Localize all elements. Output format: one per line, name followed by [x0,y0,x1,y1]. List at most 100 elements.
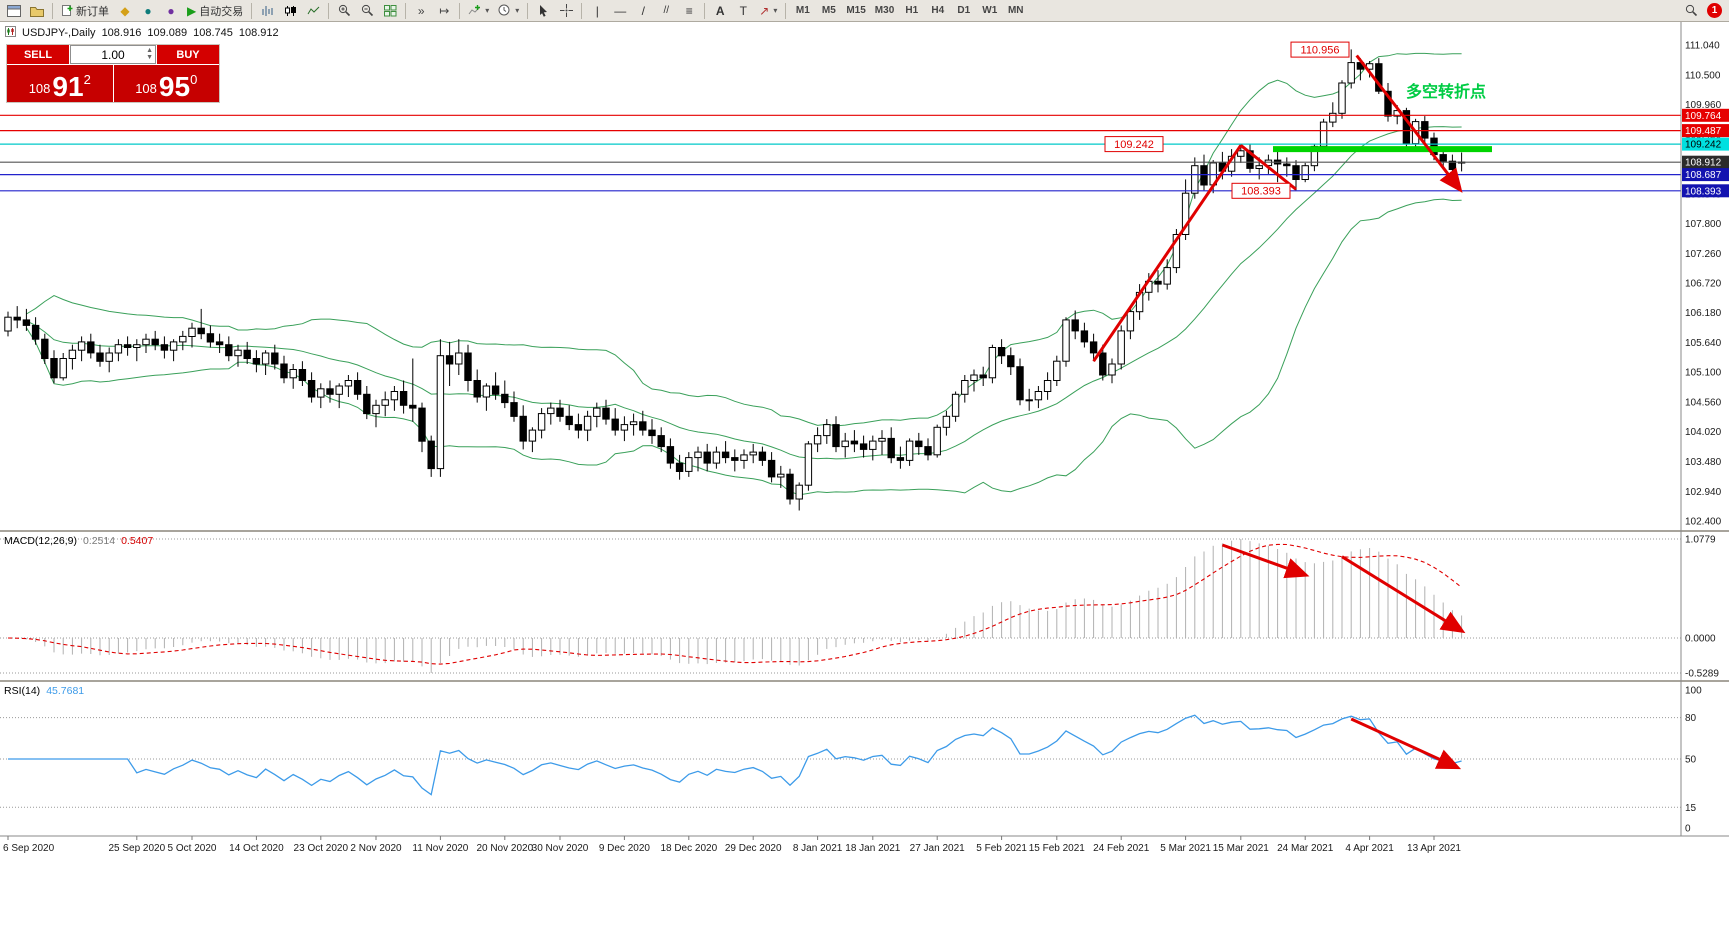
period-icon[interactable]: ▾ [494,1,523,21]
svg-text:4 Apr 2021: 4 Apr 2021 [1345,843,1394,854]
svg-text:15: 15 [1685,803,1697,814]
scripts-icon[interactable]: ● [144,3,152,18]
svg-text:9 Dec 2020: 9 Dec 2020 [599,843,651,854]
svg-text:111.040: 111.040 [1685,41,1720,52]
svg-text:6 Sep 2020: 6 Sep 2020 [3,843,55,854]
toolbar-separator [785,2,787,19]
tile-windows-icon[interactable] [379,1,401,21]
svg-text:105.640: 105.640 [1685,338,1722,349]
buy-button[interactable]: BUY [157,45,219,64]
svg-text:109.960: 109.960 [1685,100,1722,111]
chart-shift-icon[interactable]: ↦ [439,3,450,18]
svg-text:105.100: 105.100 [1685,368,1722,379]
toolbar: 新订单 ◆ ● ● ▶ 自动交易 » ↦ ▾ ▾ | — / // ≡ A T ↗… [0,0,1729,22]
bid-price[interactable]: 108 91 2 [7,65,113,102]
bar-chart-icon[interactable] [256,1,278,21]
text-icon[interactable]: A [715,3,725,18]
svg-text:109.242: 109.242 [1114,139,1154,151]
timeframe-d1[interactable]: D1 [957,5,971,16]
autotrading-label: 自动交易 [199,5,244,18]
new-chart-icon[interactable] [3,1,25,21]
macd-title: MACD(12,26,9) [4,535,77,547]
svg-text:100: 100 [1685,686,1702,697]
stepper-down-icon: ▼ [146,54,153,61]
chart-canvas[interactable]: 111.040110.500109.960109.420108.880108.3… [0,22,1729,946]
svg-text:108.912: 108.912 [1685,158,1722,169]
svg-text:25 Sep 2020: 25 Sep 2020 [108,843,165,854]
svg-text:23 Oct 2020: 23 Oct 2020 [294,843,349,854]
cursor-icon[interactable] [532,1,554,21]
timeframe-m1[interactable]: M1 [795,5,810,16]
svg-text:107.800: 107.800 [1685,219,1722,230]
svg-text:30 Nov 2020: 30 Nov 2020 [532,843,589,854]
timeframe-h1[interactable]: H1 [905,5,919,16]
macd-main-value: 0.2514 [82,535,116,547]
toolbar-separator [581,2,583,19]
ask-price[interactable]: 108 95 0 [113,65,219,102]
channel-icon[interactable]: // [663,4,670,16]
svg-text:29 Dec 2020: 29 Dec 2020 [725,843,782,854]
timeframe-m5[interactable]: M5 [821,5,836,16]
label-icon[interactable]: T [739,3,747,18]
svg-text:103.480: 103.480 [1685,457,1722,468]
svg-text:27 Jan 2021: 27 Jan 2021 [910,843,965,854]
new-order-button[interactable]: 新订单 [57,1,113,21]
auto-scroll-icon[interactable]: » [417,3,425,18]
notifications-badge[interactable]: 1 [1707,3,1722,18]
horizontal-line-icon[interactable]: — [614,3,627,18]
autotrading-button[interactable]: ▶ 自动交易 [187,3,244,18]
svg-text:109.487: 109.487 [1685,126,1722,137]
svg-text:18 Dec 2020: 18 Dec 2020 [660,843,717,854]
svg-text:15 Feb 2021: 15 Feb 2021 [1029,843,1086,854]
expert-advisors-icon[interactable]: ◆ [120,3,130,18]
svg-text:109.764: 109.764 [1685,111,1722,122]
profiles-icon[interactable] [26,1,48,21]
fibonacci-icon[interactable]: ≡ [685,3,693,18]
sell-button[interactable]: SELL [7,45,69,64]
volume-input[interactable]: 1.00 ▲ ▼ [70,45,156,64]
crosshair-icon[interactable] [555,1,577,21]
line-chart-icon[interactable] [302,1,324,21]
alerts-icon[interactable]: ● [167,3,175,18]
svg-text:24 Feb 2021: 24 Feb 2021 [1093,843,1150,854]
toolbar-separator [704,2,706,19]
svg-text:110.956: 110.956 [1301,44,1340,56]
trendline-icon[interactable]: / [641,3,645,18]
zoom-out-icon[interactable] [356,1,378,21]
svg-text:24 Mar 2021: 24 Mar 2021 [1277,843,1334,854]
svg-text:5 Feb 2021: 5 Feb 2021 [976,843,1027,854]
svg-text:50: 50 [1685,755,1697,766]
svg-text:108.393: 108.393 [1241,186,1281,198]
timeframe-mn[interactable]: MN [1007,5,1024,16]
svg-text:-0.5289: -0.5289 [1685,669,1719,680]
search-icon[interactable] [1680,1,1702,21]
ohlc-low: 108.745 [193,27,233,39]
rsi-title: RSI(14) [4,685,41,697]
new-order-label: 新订单 [76,5,109,18]
timeframe-w1[interactable]: W1 [982,5,998,16]
arrows-icon[interactable]: ↗ ▾ [759,3,778,18]
symbol-icon [5,26,16,40]
svg-text:104.560: 104.560 [1685,398,1722,409]
svg-text:多空转折点: 多空转折点 [1406,82,1486,101]
svg-text:11 Nov 2020: 11 Nov 2020 [412,843,468,854]
toolbar-separator [527,2,529,19]
ohlc-high: 109.089 [147,27,188,39]
zoom-in-icon[interactable] [333,1,355,21]
candlestick-chart-icon[interactable] [279,1,301,21]
timeframe-m15[interactable]: M15 [846,5,866,16]
svg-text:8 Jan 2021: 8 Jan 2021 [793,843,843,854]
svg-text:15 Mar 2021: 15 Mar 2021 [1213,843,1270,854]
macd-header: MACD(12,26,9) 0.2514 0.5407 [4,535,153,547]
vertical-line-icon[interactable]: | [595,3,599,18]
svg-text:107.260: 107.260 [1685,249,1722,260]
toolbar-separator [405,2,407,19]
timeframe-m30[interactable]: M30 [874,5,895,16]
svg-text:102.940: 102.940 [1685,487,1722,498]
svg-text:5 Oct 2020: 5 Oct 2020 [168,843,217,854]
timeframe-h4[interactable]: H4 [931,5,945,16]
indicators-icon[interactable]: ▾ [464,1,493,21]
volume-stepper[interactable]: ▲ ▼ [146,47,153,61]
svg-text:20 Nov 2020: 20 Nov 2020 [476,843,533,854]
one-click-trading-panel: SELL 1.00 ▲ ▼ BUY 108 91 2 108 95 0 [6,44,220,103]
